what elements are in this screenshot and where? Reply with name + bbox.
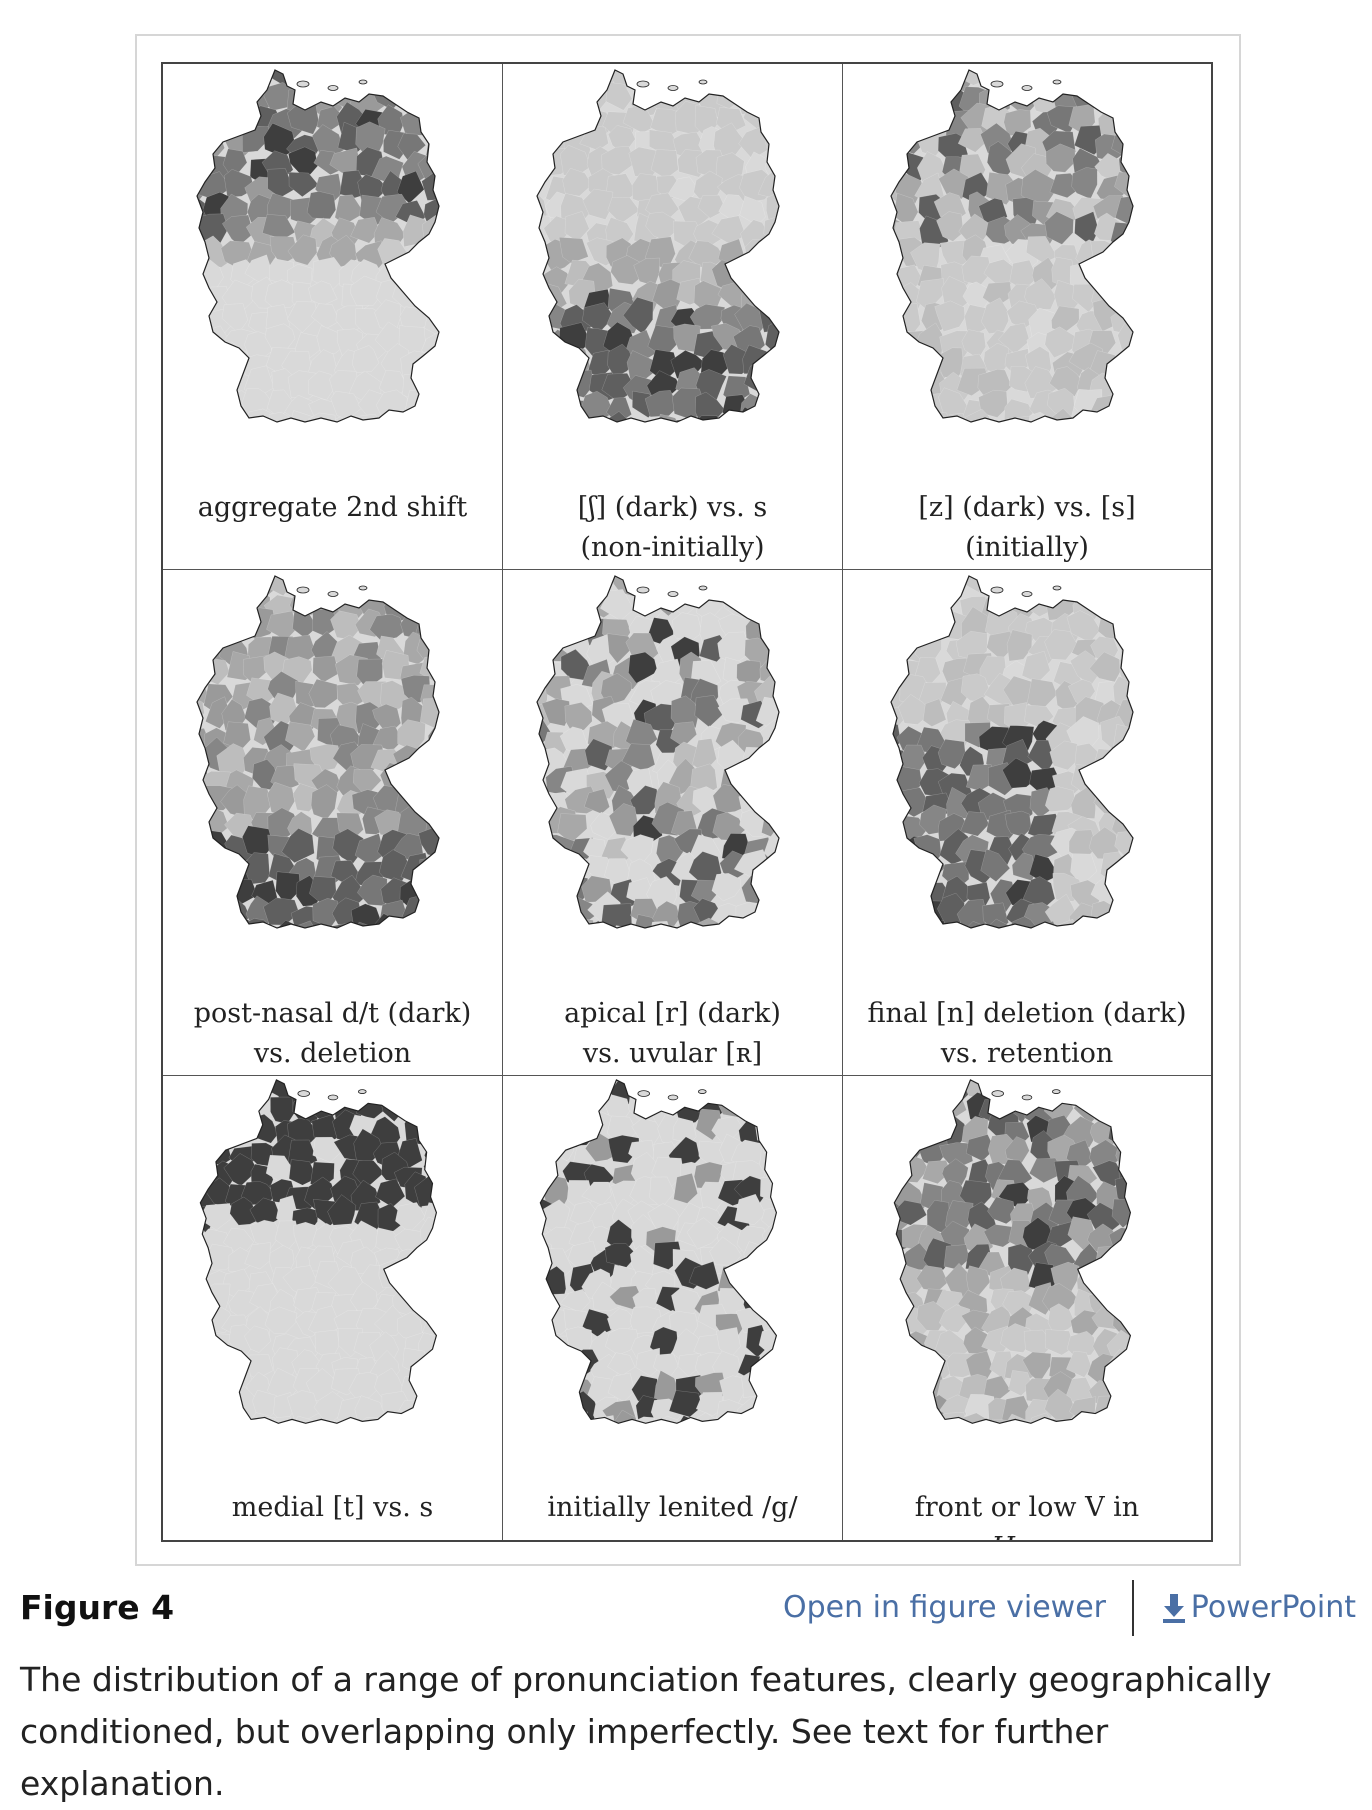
panel-caption-line: (initially): [965, 532, 1089, 563]
panel-caption: final [n] deletion (dark) vs. retention: [843, 994, 1211, 1074]
map-panel-haus-vowel: front or low V in Haus: [843, 1076, 1211, 1540]
panel-caption-line: front or low V in Haus: [843, 1488, 1211, 1540]
map-panel-z-vs-s: [z] (dark) vs. [s] (initially): [843, 64, 1211, 570]
panel-caption: apical [r] (dark) vs. uvular [ʀ]: [503, 994, 842, 1074]
panel-caption-line: medial [t] vs. s: [231, 1492, 434, 1523]
germany-map: [539, 1079, 778, 1424]
panel-caption: initially lenited /g/: [503, 1488, 842, 1528]
germany-map: [196, 575, 440, 929]
powerpoint-download-link[interactable]: PowerPoint: [1161, 1590, 1356, 1625]
panel-caption-line: [z] (dark) vs. [s]: [918, 492, 1136, 523]
map-panel-esh-vs-s: [ʃ] (dark) vs. s (non-initially): [503, 64, 843, 570]
open-figure-viewer-link[interactable]: Open in figure viewer: [782, 1590, 1106, 1625]
germany-map: [893, 1079, 1132, 1424]
figure-caption: The distribution of a range of pronuncia…: [20, 1660, 1272, 1803]
powerpoint-label: PowerPoint: [1190, 1590, 1356, 1625]
download-icon: [1162, 1593, 1185, 1623]
germany-map: [536, 69, 780, 423]
map-panel-apical-r: apical [r] (dark) vs. uvular [ʀ]: [503, 570, 843, 1076]
map-panel-final-n-deletion: final [n] deletion (dark) vs. retention: [843, 570, 1211, 1076]
panel-caption-line: apical [r] (dark): [564, 998, 781, 1029]
germany-map: [536, 575, 780, 929]
map-panel-aggregate-2nd-shift: aggregate 2nd shift: [163, 64, 503, 570]
panel-caption-line: vs. deletion: [253, 1038, 412, 1069]
figure-grid: aggregate 2nd shift [ʃ] (dark) vs. s (no…: [161, 62, 1213, 1542]
panel-caption-line: post-nasal d/t (dark): [193, 998, 472, 1029]
map-panel-lenited-g: initially lenited /g/: [503, 1076, 843, 1540]
panel-caption-line: final [n] deletion (dark): [867, 998, 1187, 1029]
germany-map: [890, 575, 1134, 929]
panel-caption: aggregate 2nd shift: [163, 488, 502, 528]
map-panel-post-nasal-dt: post-nasal d/t (dark) vs. deletion: [163, 570, 503, 1076]
panel-caption-line: vs. uvular [ʀ]: [582, 1038, 763, 1069]
panel-caption-line: (non-initially): [580, 532, 765, 563]
panel-caption-line: initially lenited /g/: [547, 1492, 798, 1523]
germany-map: [199, 1079, 438, 1424]
footer-divider: [1132, 1580, 1134, 1636]
figure-footer: Figure 4 Open in figure viewer PowerPoin…: [20, 1578, 1356, 1638]
panel-caption-line: vs. retention: [940, 1038, 1114, 1069]
panel-caption-line: [ʃ] (dark) vs. s: [577, 492, 768, 523]
panel-caption-line: aggregate 2nd shift: [197, 492, 468, 523]
map-panel-medial-t: medial [t] vs. s: [163, 1076, 503, 1540]
panel-caption: medial [t] vs. s: [163, 1488, 502, 1528]
panel-caption: [ʃ] (dark) vs. s (non-initially): [503, 488, 842, 568]
panel-caption: post-nasal d/t (dark) vs. deletion: [163, 994, 502, 1074]
panel-caption-italic: Haus: [992, 1532, 1063, 1540]
panel-caption: [z] (dark) vs. [s] (initially): [843, 488, 1211, 568]
germany-map: [196, 69, 440, 423]
figure-label: Figure 4: [20, 1588, 175, 1627]
panel-caption-text: front or low V in: [914, 1492, 1140, 1523]
germany-map: [890, 69, 1134, 423]
panel-caption: front or low V in Haus: [843, 1488, 1211, 1540]
